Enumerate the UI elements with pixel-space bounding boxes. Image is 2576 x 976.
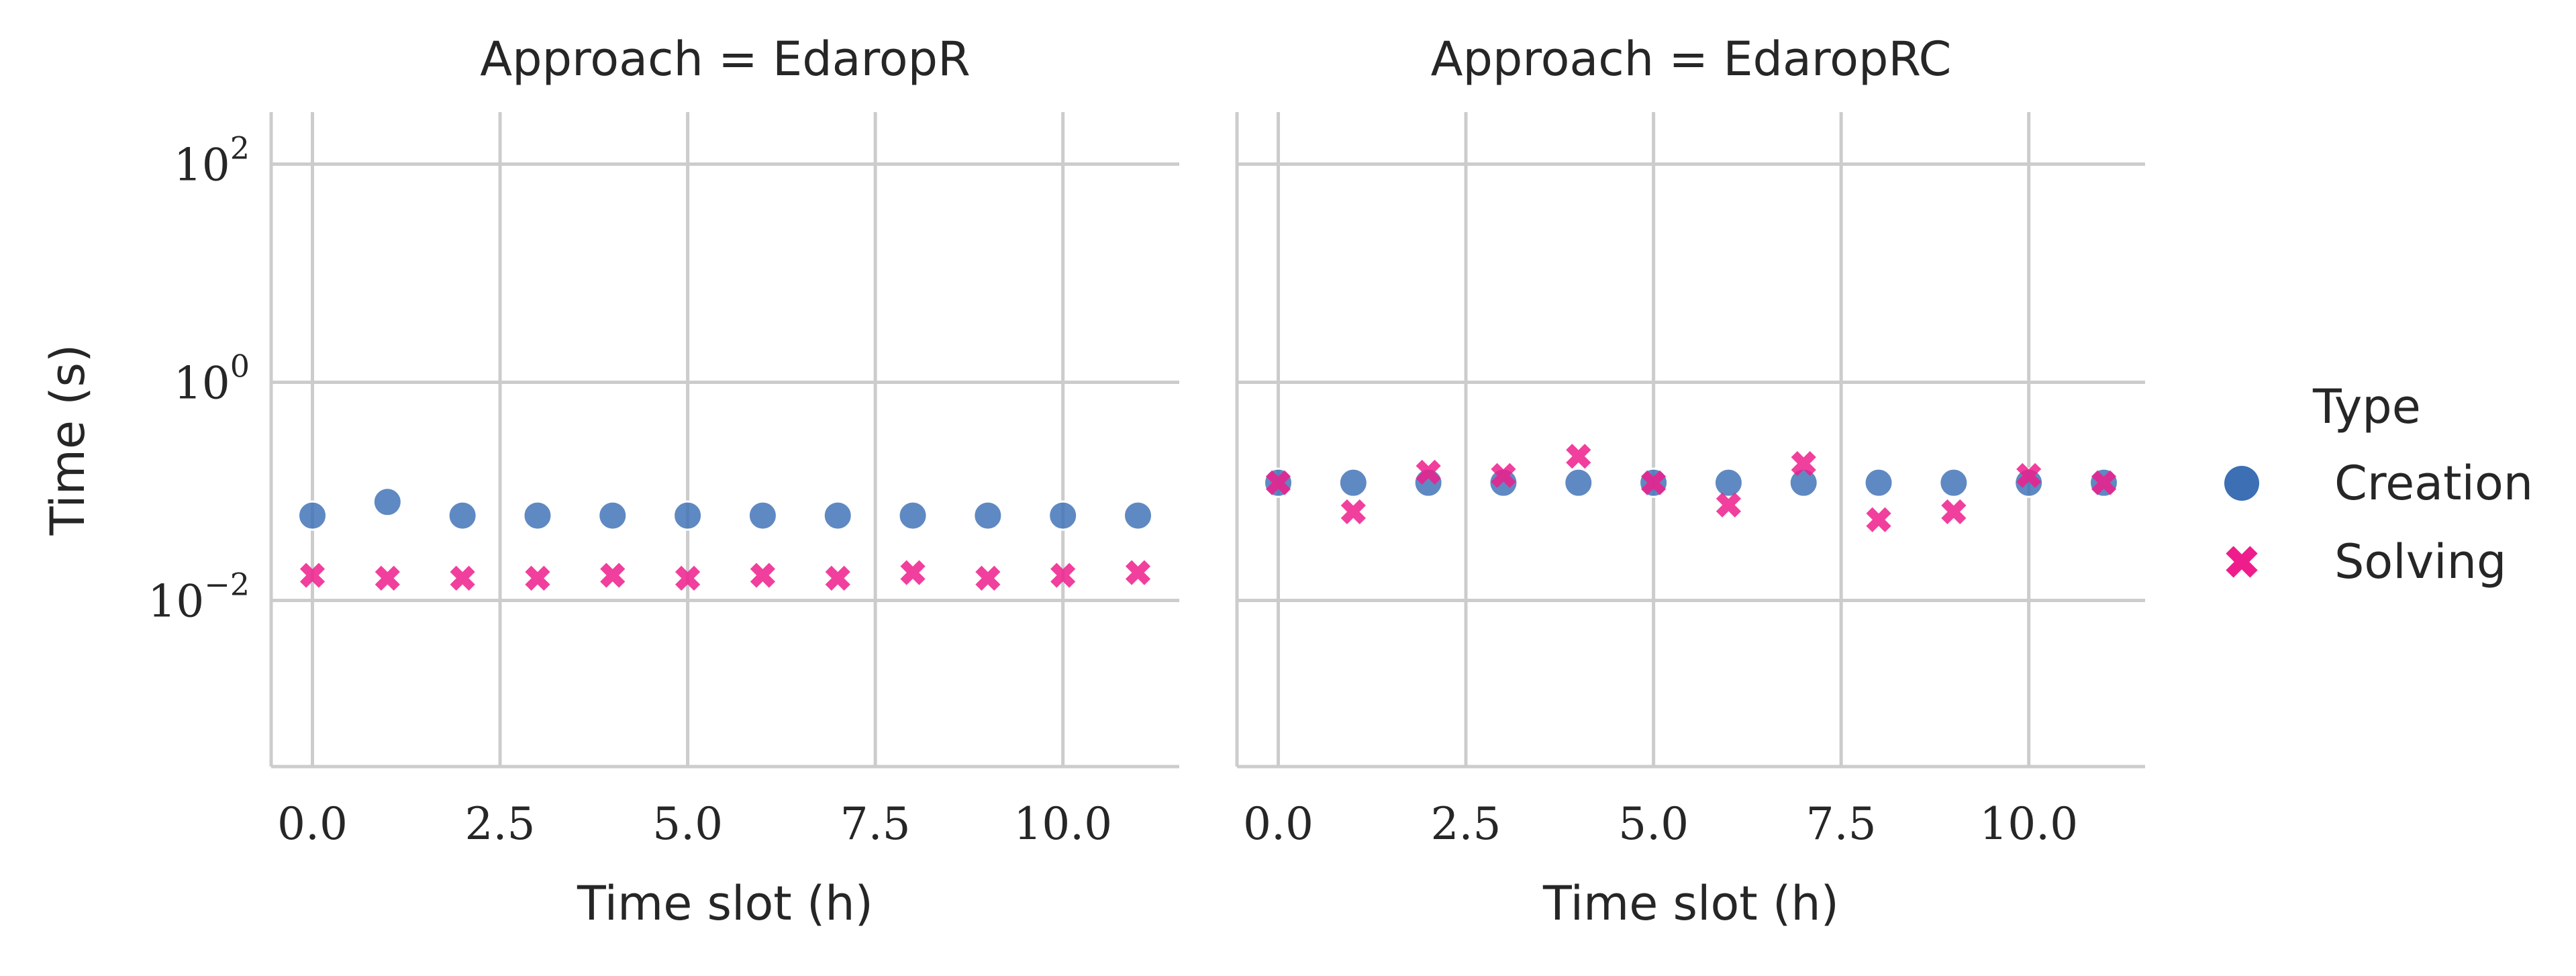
data-point-solving bbox=[375, 565, 400, 591]
legend-label-solving: Solving bbox=[2334, 534, 2506, 589]
x-tick-label: 7.5 bbox=[1806, 798, 1877, 850]
data-point-solving bbox=[1566, 444, 1591, 469]
data-point-creation bbox=[447, 500, 478, 531]
data-point-solving bbox=[525, 565, 550, 591]
panel-2: Approach = EdaropRC 0.0 2.5 5.0 7.5 10.0 Time … bbox=[1235, 32, 2145, 931]
data-point-solving bbox=[299, 563, 326, 588]
panel-1: Approach = EdaropR 0.0 2.5 5.0 7.5 10.0 Time s… bbox=[148, 32, 1179, 931]
data-point-creation bbox=[1863, 467, 1894, 498]
data-point-creation bbox=[2014, 467, 2044, 498]
y-tick-label: 102 bbox=[174, 130, 250, 191]
legend-marker-solving bbox=[2226, 546, 2258, 578]
panel-title: Approach = EdaropR bbox=[480, 32, 970, 87]
data-point-solving bbox=[1866, 507, 1891, 532]
x-tick-label: 5.0 bbox=[652, 798, 723, 850]
data-point-solving bbox=[1640, 470, 1667, 495]
data-point-creation bbox=[372, 487, 403, 518]
data-point-creation bbox=[1123, 500, 1153, 531]
data-point-creation bbox=[1938, 467, 1969, 498]
data-point-creation bbox=[747, 500, 778, 531]
data-point-solving bbox=[1340, 499, 1366, 525]
x-axis-label: Time slot (h) bbox=[577, 876, 873, 931]
x-tick-label: 2.5 bbox=[465, 798, 536, 850]
y-axis-label: Time (s) bbox=[40, 344, 95, 536]
x-tick-label: 2.5 bbox=[1431, 798, 1501, 850]
data-point-creation bbox=[897, 500, 928, 531]
data-point-solving bbox=[1125, 560, 1151, 585]
data-point-solving bbox=[1716, 492, 1742, 518]
data-point-solving bbox=[825, 565, 850, 591]
data-point-solving bbox=[975, 565, 1001, 591]
panel-title: Approach = EdaropRC bbox=[1431, 32, 1952, 87]
x-tick-label: 0.0 bbox=[277, 798, 348, 850]
data-point-solving bbox=[1416, 459, 1441, 485]
data-point-solving bbox=[450, 565, 475, 591]
data-point-creation bbox=[1713, 467, 1744, 498]
data-point-solving bbox=[900, 560, 926, 585]
data-point-solving bbox=[2016, 462, 2042, 488]
data-point-creation bbox=[1488, 467, 1519, 498]
data-point-solving bbox=[1491, 462, 1516, 488]
data-point-solving bbox=[1941, 499, 1967, 525]
data-point-solving bbox=[600, 563, 626, 588]
data-point-solving bbox=[675, 565, 701, 591]
x-axis-label: Time slot (h) bbox=[1542, 876, 1839, 931]
data-point-creation bbox=[673, 500, 703, 531]
legend: Type Creation Solving bbox=[2224, 379, 2533, 589]
legend-marker-creation bbox=[2224, 466, 2259, 501]
x-tick-label: 10.0 bbox=[1013, 798, 1112, 850]
y-tick-label: 10−2 bbox=[148, 567, 250, 628]
data-point-creation bbox=[1563, 467, 1594, 498]
data-point-creation bbox=[973, 500, 1003, 531]
data-point-creation bbox=[822, 500, 853, 531]
data-point-solving bbox=[2091, 470, 2117, 495]
data-point-creation bbox=[297, 500, 328, 531]
data-point-creation bbox=[1338, 467, 1369, 498]
legend-label-creation: Creation bbox=[2334, 456, 2533, 511]
data-point-solving bbox=[1050, 563, 1076, 588]
data-point-creation bbox=[1048, 500, 1079, 531]
x-tick-label: 10.0 bbox=[1979, 798, 2078, 850]
data-point-solving bbox=[750, 563, 776, 588]
data-point-creation bbox=[1788, 467, 1819, 498]
x-tick-label: 5.0 bbox=[1618, 798, 1689, 850]
data-point-solving bbox=[1265, 470, 1291, 495]
x-tick-label: 0.0 bbox=[1243, 798, 1314, 850]
data-point-creation bbox=[597, 500, 628, 531]
data-point-solving bbox=[1791, 450, 1816, 477]
data-point-creation bbox=[522, 500, 553, 531]
legend-title: Type bbox=[2312, 379, 2421, 434]
y-tick-label: 100 bbox=[174, 348, 250, 409]
x-tick-label: 7.5 bbox=[840, 798, 911, 850]
